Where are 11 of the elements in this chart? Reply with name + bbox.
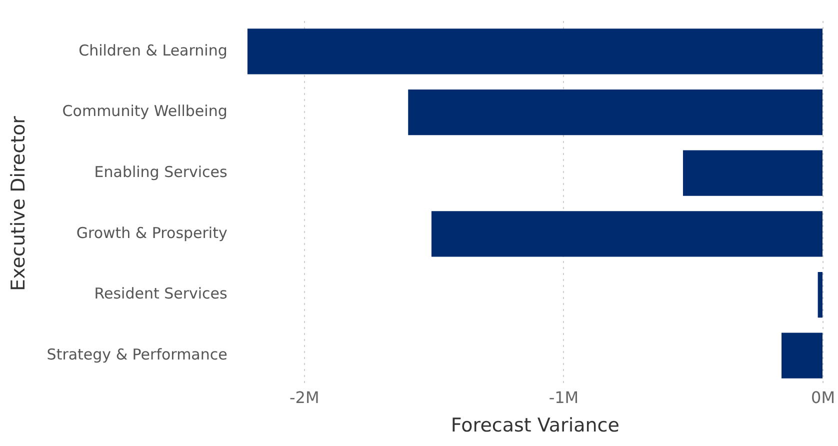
y-tick-label: Enabling Services (94, 162, 228, 181)
x-tick-label: 0M (811, 388, 835, 407)
x-tick-label: -2M (290, 388, 320, 407)
y-tick-label: Resident Services (94, 284, 228, 303)
y-tick-label: Children & Learning (78, 41, 228, 60)
y-tick-label: Growth & Prosperity (76, 224, 228, 242)
x-tick-label: -1M (548, 388, 579, 407)
y-tick-label: Community Wellbeing (62, 102, 228, 120)
y-tick-label: Strategy & Performance (46, 345, 228, 364)
y-axis-title: Executive Director (7, 116, 30, 291)
x-axis-title: Forecast Variance (450, 414, 620, 437)
